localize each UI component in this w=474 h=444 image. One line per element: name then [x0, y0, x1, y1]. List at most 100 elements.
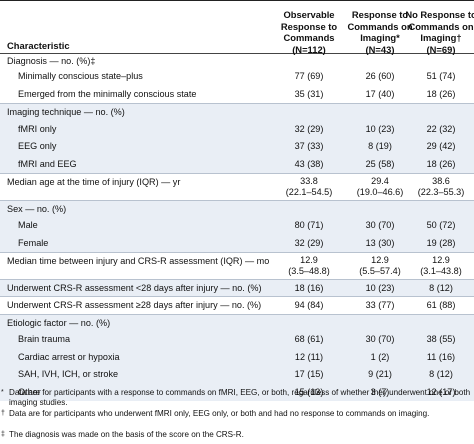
row-label: Male — [18, 220, 38, 231]
cell-col-3: 12.9 (3.1–43.8) — [396, 255, 474, 277]
footnote: † Data are for participants who underwent… — [0, 409, 474, 429]
row-label: Underwent CRS-R assessment <28 days afte… — [7, 282, 262, 293]
cell-value: 12 (11) — [294, 351, 324, 362]
row-label: Other — [18, 386, 41, 397]
cell-col-2: 3 (7) — [335, 387, 425, 398]
row-label: Diagnosis — no. (%)‡ — [7, 55, 96, 66]
cell-value: 10 (23) — [365, 282, 395, 293]
cell-col-1: 15 (13) — [264, 387, 354, 398]
cell-col-3: 61 (88) — [396, 300, 474, 311]
column-header-line: Imaging* — [360, 32, 400, 43]
cell-col-1: 37 (33) — [264, 141, 354, 152]
table-row: Male 80 (71) 30 (70) 50 (72) — [0, 217, 474, 235]
table-row: fMRI and EEG 43 (38) 25 (58) 18 (26) — [0, 155, 474, 173]
cell-col-2: 26 (60) — [335, 71, 425, 82]
cell-value: 38 (55) — [426, 334, 456, 345]
cell-value: 18 (26) — [426, 88, 456, 99]
cell-value: 30 (70) — [365, 220, 395, 231]
footnote-text: Data are for participants who underwent … — [9, 409, 430, 418]
cell-col-2: 9 (21) — [335, 369, 425, 380]
cell-value: 25 (58) — [365, 158, 395, 169]
table-row: Other 15 (13) 3 (7) 12 (17) — [0, 383, 474, 401]
cell-value: 17 (40) — [365, 88, 395, 99]
cell-col-2: 1 (2) — [335, 352, 425, 363]
cell-col-3: 29 (42) — [396, 141, 474, 152]
cell-value: 1 (2) — [370, 351, 390, 362]
table-row: Underwent CRS-R assessment <28 days afte… — [0, 278, 474, 297]
cell-value: 12.9 — [371, 255, 389, 265]
cell-value: 33.8 — [300, 176, 318, 186]
footnote-text: Data are for participants with a respons… — [9, 388, 471, 407]
cell-col-1: 12 (11) — [264, 352, 354, 363]
footnote: ‡ The diagnosis was made on the basis of … — [0, 430, 474, 441]
cell-range: (3.1–43.8) — [420, 266, 462, 276]
cell-value: 3 (7) — [370, 386, 390, 397]
cell-value: 12 (17) — [426, 386, 456, 397]
cell-col-1: 18 (16) — [264, 283, 354, 294]
cell-col-2: 30 (70) — [335, 220, 425, 231]
row-label: Female — [18, 237, 49, 248]
column-header-line: No Response to — [405, 9, 474, 20]
cell-col-3: 11 (16) — [396, 352, 474, 363]
cell-value: 22 (32) — [426, 123, 456, 134]
column-header-line: Commands — [283, 32, 335, 43]
cell-col-2: 12.9 (5.5–57.4) — [335, 255, 425, 277]
table-row: Emerged from the minimally conscious sta… — [0, 86, 474, 104]
cell-col-3: 18 (26) — [396, 159, 474, 170]
column-header-line: Commands on — [408, 20, 474, 32]
table-row: Median age at the time of injury (IQR) —… — [0, 173, 474, 201]
cell-value: 77 (69) — [294, 71, 324, 82]
cell-col-1: 35 (31) — [264, 89, 354, 100]
cell-value: 17 (15) — [294, 369, 324, 380]
cell-range: (3.5–48.8) — [288, 266, 330, 276]
cell-value: 12.9 — [300, 255, 318, 265]
cell-value: 61 (88) — [426, 300, 456, 311]
row-label: Imaging technique — no. (%) — [7, 107, 125, 118]
cell-col-1: 32 (29) — [264, 124, 354, 135]
cell-value: 18 (16) — [294, 282, 324, 293]
row-label: EEG only — [18, 141, 57, 152]
cell-col-2: 10 (23) — [335, 283, 425, 294]
cell-col-2: 10 (23) — [335, 124, 425, 135]
cell-value: 32 (29) — [294, 237, 324, 248]
table-row: Minimally conscious state–plus 77 (69) 26 … — [0, 68, 474, 86]
cell-value: 26 (60) — [365, 71, 395, 82]
column-header-3: No Response to Commands on Imaging† (N=69) — [396, 9, 474, 55]
cell-col-3: 51 (74) — [396, 71, 474, 82]
cell-value: 51 (74) — [426, 71, 456, 82]
cell-col-2: 25 (58) — [335, 159, 425, 170]
row-label: Minimally conscious state–plus — [18, 71, 143, 82]
cell-value: 37 (33) — [294, 141, 324, 152]
cell-range: (22.1–54.5) — [285, 187, 333, 197]
cell-value: 8 (19) — [368, 141, 392, 152]
table-row: Underwent CRS-R assessment ≥28 days afte… — [0, 296, 474, 315]
cell-col-1: 32 (29) — [264, 238, 354, 249]
table-row: Sex — no. (%) — [0, 199, 474, 218]
cell-value: 8 (12) — [429, 282, 453, 293]
row-label: fMRI only — [18, 123, 57, 134]
cell-col-2: 29.4 (19.0–46.6) — [335, 176, 425, 198]
row-label: Median time between injury and CRS-R ass… — [7, 256, 270, 266]
cell-col-1: 43 (38) — [264, 159, 354, 170]
cell-value: 68 (61) — [294, 334, 324, 345]
cell-col-3: 12 (17) — [396, 387, 474, 398]
cell-col-2: 17 (40) — [335, 89, 425, 100]
row-label: SAH, IVH, ICH, or stroke — [18, 369, 119, 380]
row-label: Cardiac arrest or hypoxia — [18, 351, 120, 362]
cell-range: (5.5–57.4) — [359, 266, 401, 276]
table-row: Median time between injury and CRS-R ass… — [0, 252, 474, 280]
row-label: Brain trauma — [18, 334, 71, 345]
footnote-mark: † — [1, 410, 5, 417]
column-header-line: Response to — [280, 20, 338, 32]
cell-value: 9 (21) — [368, 369, 392, 380]
cell-value: 19 (28) — [426, 237, 456, 248]
cell-value: 80 (71) — [294, 220, 324, 231]
cell-value: 94 (84) — [294, 300, 324, 311]
column-header-line: Imaging† — [420, 32, 462, 43]
row-label: Etiologic factor — no. (%) — [7, 317, 111, 328]
column-header-1: Observable Response to Commands (N=112) — [264, 9, 354, 55]
cell-col-3: 8 (12) — [396, 283, 474, 294]
cell-col-1: 94 (84) — [264, 300, 354, 311]
cell-col-2: 33 (77) — [335, 300, 425, 311]
column-header-n: (N=112) — [292, 43, 326, 55]
